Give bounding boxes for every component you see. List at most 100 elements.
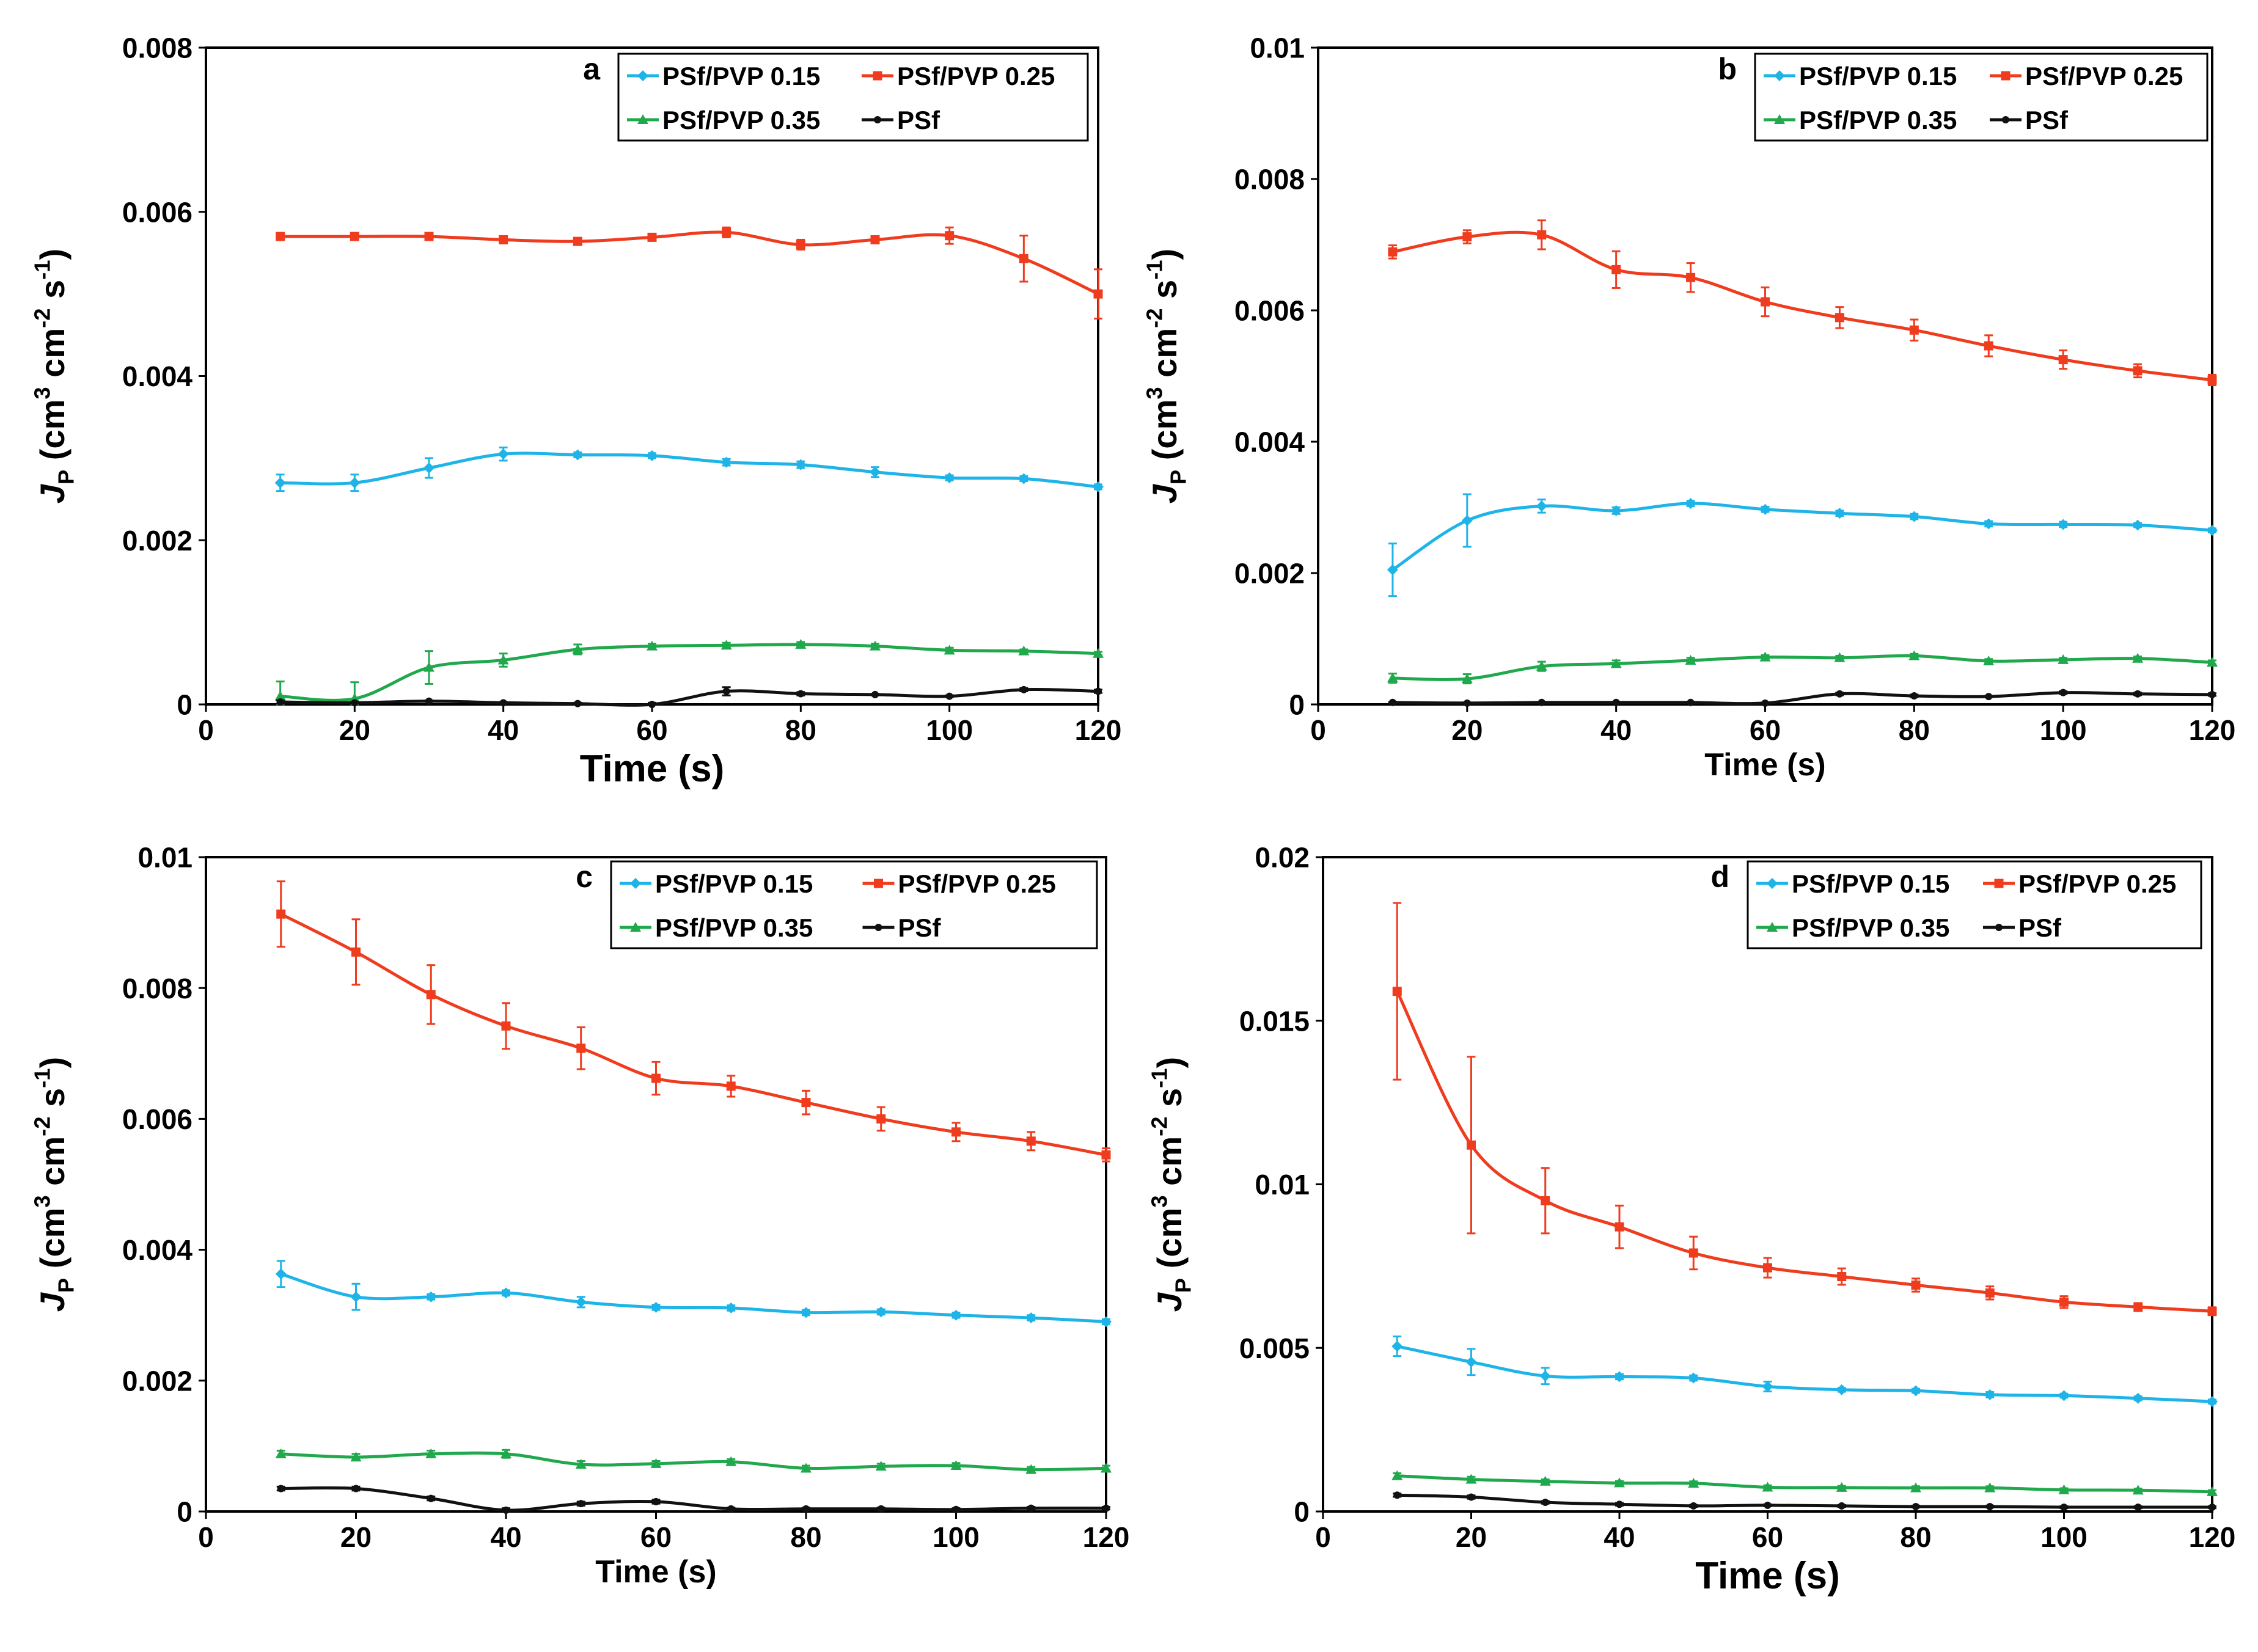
data-point bbox=[1688, 1477, 1699, 1488]
data-point bbox=[796, 240, 805, 249]
data-point bbox=[1612, 698, 1620, 706]
data-point bbox=[2060, 1504, 2068, 1511]
data-point bbox=[1461, 673, 1473, 684]
series-psf-pvp-0-15 bbox=[1391, 1336, 2218, 1408]
legend-label: PSf/PVP 0.25 bbox=[2018, 869, 2176, 898]
data-point bbox=[1465, 1474, 1477, 1484]
y-tick-label: 0 bbox=[1289, 689, 1305, 721]
legend-box bbox=[610, 860, 1098, 949]
data-point bbox=[876, 1114, 886, 1124]
legend-item-psf-pvp-0-35: PSf/PVP 0.35 bbox=[620, 913, 813, 942]
series-psf-pvp-0-35 bbox=[1387, 650, 2218, 685]
x-tick-label: 80 bbox=[785, 714, 816, 746]
legend-label: PSf/PVP 0.15 bbox=[655, 869, 813, 898]
data-point bbox=[951, 1127, 961, 1137]
data-point bbox=[572, 643, 584, 654]
data-point bbox=[795, 459, 807, 470]
data-point bbox=[1614, 1371, 1625, 1383]
x-tick-label: 100 bbox=[2040, 714, 2087, 746]
data-point bbox=[350, 232, 359, 241]
data-point bbox=[2207, 375, 2217, 385]
data-point bbox=[351, 947, 361, 957]
data-point bbox=[1539, 1370, 1551, 1382]
legend-marker bbox=[630, 922, 641, 932]
legend: PSf/PVP 0.15 PSf/PVP 0.25 PSf/PVP 0.35 PSf bbox=[610, 860, 1098, 949]
data-point bbox=[500, 1448, 511, 1458]
data-point bbox=[726, 1081, 736, 1091]
data-point bbox=[722, 227, 731, 237]
series-psf-pvp-0-25 bbox=[276, 880, 1111, 1163]
series-line bbox=[1397, 1493, 2212, 1509]
data-point bbox=[1908, 511, 1920, 522]
legend-item-psf-pvp-0-15: PSf/PVP 0.15 bbox=[1764, 62, 1957, 90]
y-tick-label: 0.008 bbox=[1234, 164, 1305, 196]
data-point bbox=[497, 448, 509, 460]
data-point bbox=[801, 1463, 812, 1473]
x-tick-label: 120 bbox=[2189, 1521, 2236, 1553]
series-psf bbox=[1393, 1491, 2216, 1511]
y-tick-label: 0.002 bbox=[122, 525, 192, 557]
data-point bbox=[276, 698, 284, 706]
data-point bbox=[1836, 1384, 1847, 1395]
series-psf-pvp-0-25 bbox=[1392, 902, 2217, 1317]
data-point bbox=[870, 640, 881, 651]
series-psf bbox=[276, 1485, 1110, 1514]
legend: PSf/PVP 0.15 PSf/PVP 0.25 PSf/PVP 0.35 PSf bbox=[1754, 53, 2209, 142]
data-point bbox=[1093, 289, 1103, 299]
series-line bbox=[280, 451, 1099, 489]
data-point bbox=[274, 477, 286, 489]
data-point bbox=[1467, 1140, 1476, 1150]
y-tick-label: 0.008 bbox=[122, 32, 192, 64]
data-point bbox=[650, 1458, 662, 1468]
data-point bbox=[1102, 1504, 1110, 1512]
data-point bbox=[2209, 690, 2216, 698]
data-point bbox=[795, 638, 807, 649]
data-point bbox=[1761, 699, 1769, 707]
x-tick-label: 20 bbox=[340, 1521, 372, 1553]
data-point bbox=[2132, 1485, 2144, 1495]
series-line bbox=[280, 688, 1099, 707]
data-point bbox=[1387, 564, 1398, 576]
data-point bbox=[577, 1500, 585, 1508]
data-point bbox=[350, 1452, 362, 1462]
legend-label: PSf/PVP 0.35 bbox=[1799, 106, 1957, 134]
data-point bbox=[574, 700, 582, 707]
legend-label: PSf/PVP 0.15 bbox=[662, 62, 820, 90]
legend-label: PSf bbox=[2018, 913, 2062, 942]
legend: PSf/PVP 0.15 PSf/PVP 0.25 PSf/PVP 0.35 PSf bbox=[1747, 860, 2202, 949]
x-tick-label: 60 bbox=[636, 714, 667, 746]
data-point bbox=[1685, 498, 1696, 510]
x-tick-label: 40 bbox=[488, 714, 519, 746]
data-point bbox=[275, 1448, 287, 1458]
legend-marker bbox=[1994, 879, 2004, 888]
data-point bbox=[1388, 698, 1396, 706]
y-tick-label: 0.005 bbox=[1239, 1332, 1310, 1364]
data-point bbox=[1018, 473, 1030, 484]
legend-marker bbox=[1995, 924, 2003, 931]
legend-marker bbox=[874, 879, 883, 888]
data-point bbox=[1759, 651, 1771, 662]
data-point bbox=[423, 662, 434, 672]
data-point bbox=[802, 1505, 810, 1513]
data-point bbox=[1614, 1477, 1625, 1488]
legend-marker bbox=[1774, 114, 1785, 124]
legend-marker bbox=[630, 878, 641, 889]
legend-item-psf: PSf bbox=[862, 106, 940, 134]
legend-marker bbox=[874, 116, 881, 123]
data-point bbox=[1463, 699, 1471, 707]
data-point bbox=[1838, 1502, 1846, 1510]
data-point bbox=[801, 1307, 812, 1318]
plot-frame bbox=[1322, 856, 2213, 1513]
data-point bbox=[725, 1456, 737, 1466]
chart-panel-c: 0 20 40 60 80 100 120 0 0.002 0.004 0.006 0.008 0.01… bbox=[29, 842, 1129, 1590]
data-point bbox=[1537, 230, 1547, 239]
data-point bbox=[497, 654, 509, 665]
series-psf-pvp-0-25 bbox=[276, 226, 1103, 320]
data-point bbox=[1025, 1312, 1037, 1323]
legend-marker bbox=[2001, 71, 2011, 81]
series-line bbox=[1395, 990, 2213, 1313]
x-axis-label: Time (s) bbox=[580, 748, 725, 790]
data-point bbox=[1018, 645, 1030, 656]
series-psf-pvp-0-15 bbox=[1387, 493, 2218, 598]
